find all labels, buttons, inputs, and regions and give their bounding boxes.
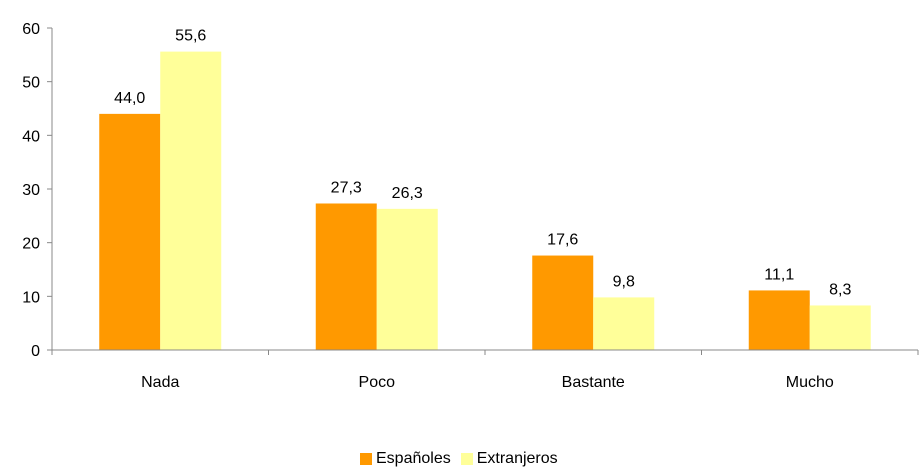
- y-tick-label: 50: [22, 75, 40, 92]
- legend-swatch-series-1: [360, 453, 372, 465]
- x-axis: Nada Poco Bastante Mucho: [51, 349, 919, 391]
- bar-extranjeros-poco: [376, 208, 438, 350]
- bar-españoles-nada: [99, 113, 161, 350]
- bars: 44,0 55,6 27,3 26,3 17,6 9,8 11,1 8,3: [99, 28, 871, 350]
- y-tick-label: 60: [22, 21, 40, 38]
- y-tick-label: 40: [22, 128, 40, 145]
- bar-extranjeros-mucho: [809, 305, 871, 350]
- data-label: 9,8: [613, 273, 635, 290]
- data-label: 55,6: [175, 28, 206, 45]
- bar-extranjeros-nada: [160, 51, 222, 350]
- bar-extranjeros-bastante: [593, 297, 655, 350]
- data-label: 17,6: [547, 232, 578, 249]
- y-axis: 0 10 20 30 40 50 60: [22, 21, 53, 360]
- bar-españoles-poco: [315, 203, 377, 350]
- data-label: 11,1: [764, 266, 794, 283]
- legend-item-series-2: Extranjeros: [460, 450, 558, 468]
- x-category-label: Poco: [359, 374, 396, 391]
- legend-item-series-1: Españoles: [360, 450, 451, 468]
- legend: Españoles Extranjeros: [360, 450, 558, 468]
- y-tick-label: 10: [22, 289, 40, 306]
- y-tick-label: 20: [22, 236, 40, 253]
- data-label: 26,3: [392, 185, 423, 202]
- legend-swatch-series-2: [460, 453, 473, 465]
- bar-españoles-mucho: [748, 290, 810, 350]
- legend-label-series-1: Españoles: [376, 450, 451, 467]
- x-category-label: Mucho: [786, 374, 834, 391]
- data-label: 44,0: [114, 90, 145, 107]
- y-tick-label: 30: [22, 182, 40, 199]
- x-category-label: Nada: [141, 374, 179, 391]
- data-label: 8,3: [829, 281, 851, 298]
- legend-label-series-2: Extranjeros: [476, 450, 558, 467]
- y-tick-label: 0: [31, 343, 40, 360]
- data-label: 27,3: [331, 179, 362, 196]
- bar-españoles-bastante: [532, 255, 594, 350]
- x-category-label: Bastante: [562, 374, 625, 391]
